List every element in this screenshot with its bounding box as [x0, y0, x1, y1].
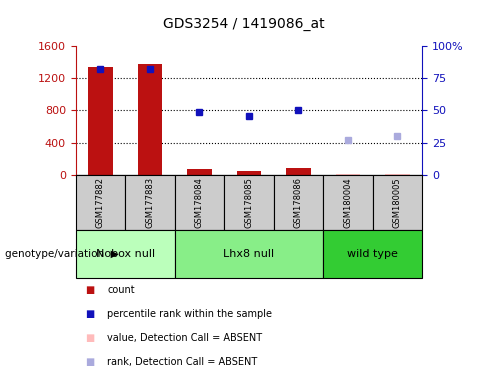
Bar [385, 174, 410, 175]
Text: ■: ■ [85, 309, 95, 319]
Text: GSM178086: GSM178086 [294, 177, 303, 228]
Text: ■: ■ [85, 285, 95, 295]
Text: Nobox null: Nobox null [96, 249, 155, 260]
Text: count: count [107, 285, 135, 295]
Text: GSM177882: GSM177882 [96, 177, 105, 228]
Text: GSM180004: GSM180004 [344, 177, 352, 228]
Text: genotype/variation  ▶: genotype/variation ▶ [5, 249, 119, 260]
Bar [286, 168, 311, 175]
Text: GSM178085: GSM178085 [244, 177, 253, 228]
Bar [336, 174, 360, 175]
Text: GSM177883: GSM177883 [145, 177, 154, 228]
Text: rank, Detection Call = ABSENT: rank, Detection Call = ABSENT [107, 358, 258, 367]
Text: GSM180005: GSM180005 [393, 177, 402, 228]
Bar [138, 64, 162, 175]
Text: GDS3254 / 1419086_at: GDS3254 / 1419086_at [163, 17, 325, 31]
Text: Lhx8 null: Lhx8 null [224, 249, 274, 260]
Text: wild type: wild type [347, 249, 398, 260]
Text: GSM178084: GSM178084 [195, 177, 204, 228]
Text: ■: ■ [85, 358, 95, 367]
Text: percentile rank within the sample: percentile rank within the sample [107, 309, 272, 319]
Bar [187, 169, 212, 175]
Text: value, Detection Call = ABSENT: value, Detection Call = ABSENT [107, 333, 263, 343]
Bar [88, 67, 113, 175]
Text: ■: ■ [85, 333, 95, 343]
Bar [237, 171, 261, 175]
